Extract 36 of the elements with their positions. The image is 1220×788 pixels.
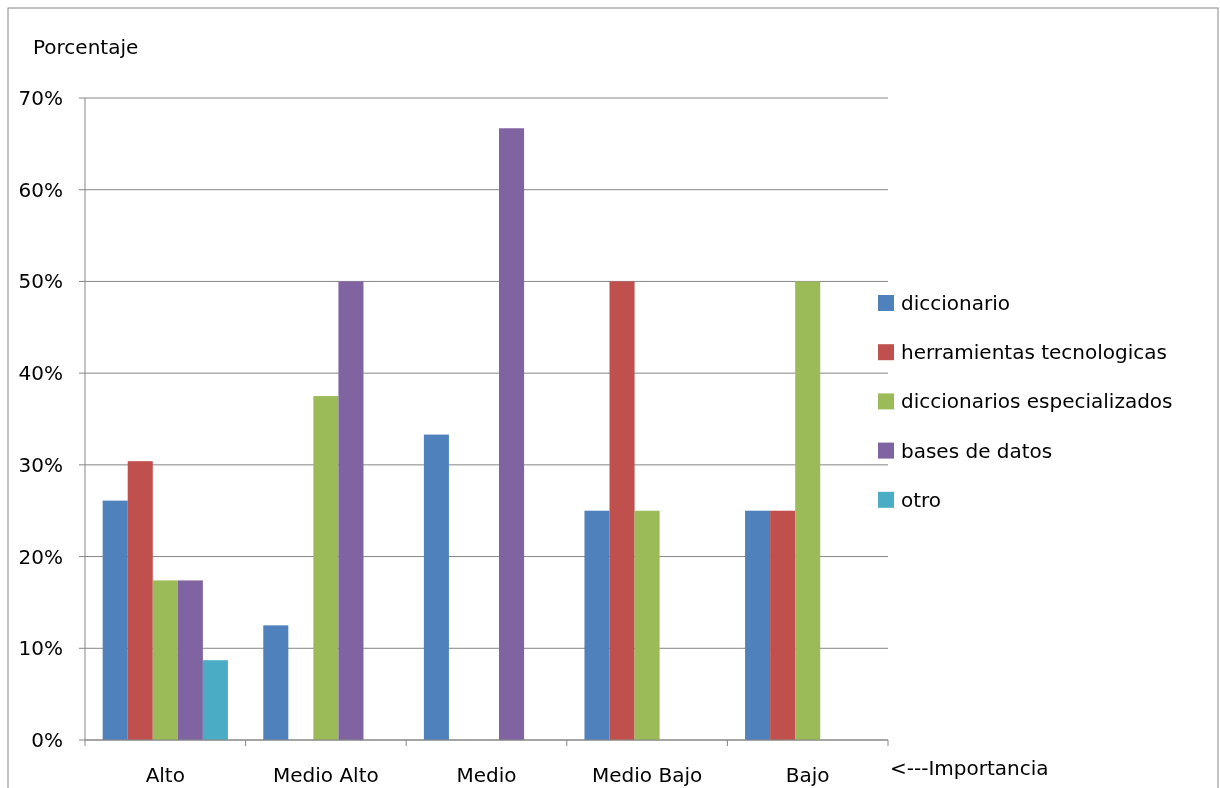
x-tick-label: Medio Alto bbox=[273, 763, 379, 787]
legend-label: diccionario bbox=[901, 291, 1010, 315]
bar bbox=[102, 500, 128, 740]
legend-label: bases de datos bbox=[901, 438, 1053, 463]
bar bbox=[423, 434, 449, 740]
bar bbox=[263, 625, 289, 740]
x-axis-title: <---Importancia bbox=[890, 756, 1049, 780]
x-tick-label: Medio Bajo bbox=[592, 763, 703, 787]
bar bbox=[338, 281, 364, 740]
bar bbox=[795, 281, 821, 740]
y-tick-label: 50% bbox=[18, 269, 63, 294]
bar bbox=[499, 128, 525, 740]
y-axis-title: Porcentaje bbox=[33, 35, 139, 59]
bar bbox=[127, 461, 153, 740]
y-tick-label: 10% bbox=[18, 636, 63, 661]
legend-label: herramientas tecnologicas bbox=[901, 340, 1167, 365]
x-tick-label: Bajo bbox=[785, 763, 830, 787]
bar bbox=[584, 510, 610, 740]
bar bbox=[745, 510, 771, 740]
bar bbox=[634, 510, 660, 740]
x-tick-label: Alto bbox=[145, 763, 185, 787]
y-tick-label: 40% bbox=[18, 361, 63, 386]
bar bbox=[770, 510, 796, 740]
bar bbox=[177, 580, 203, 740]
x-tick-label: Medio bbox=[456, 763, 517, 787]
y-tick-label: 70% bbox=[18, 86, 63, 110]
bar bbox=[313, 396, 339, 740]
y-tick-label: 30% bbox=[18, 452, 63, 477]
y-tick-label: 60% bbox=[18, 177, 63, 202]
y-tick-label: 0% bbox=[31, 728, 63, 752]
legend-label: otro bbox=[901, 487, 942, 512]
bar bbox=[202, 660, 228, 740]
y-tick-label: 20% bbox=[18, 544, 63, 569]
legend-label: diccionarios especializados bbox=[901, 389, 1173, 414]
bar bbox=[152, 580, 178, 740]
bar bbox=[609, 281, 635, 740]
